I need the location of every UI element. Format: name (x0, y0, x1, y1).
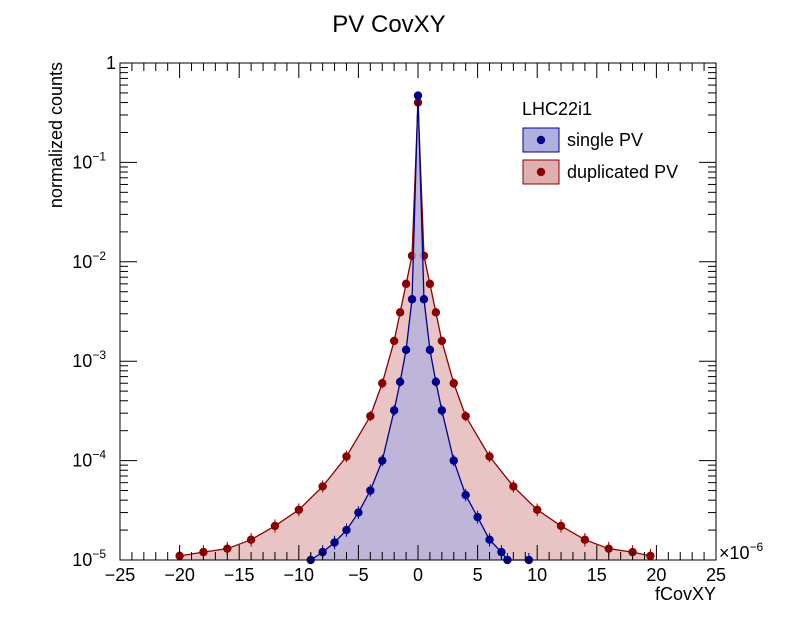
x-axis-multiplier: ×10−6 (719, 540, 764, 563)
x-tick-label: −5 (348, 565, 369, 585)
data-point (485, 452, 494, 461)
data-point (395, 308, 405, 317)
x-tick-label: 20 (646, 565, 666, 585)
y-axis-label: normalized counts (46, 62, 66, 208)
data-point (342, 452, 351, 461)
data-point (407, 295, 417, 304)
data-point (425, 279, 435, 289)
data-point (419, 295, 429, 304)
x-tick-label: 25 (706, 565, 726, 585)
data-point (342, 525, 351, 535)
x-axis-label: fCovXY (655, 584, 716, 604)
data-point (330, 538, 339, 547)
data-point (431, 308, 441, 317)
x-tick-label: −10 (284, 565, 315, 585)
data-point (437, 336, 447, 346)
legend-swatch (522, 127, 560, 153)
data-point (449, 379, 458, 388)
y-axis: 1 10−1 10−2 10−3 10−4 10−5 (72, 53, 716, 570)
legend-entry: duplicated PV (522, 159, 678, 185)
data-point (223, 544, 232, 553)
y-tick-label: 10−1 (72, 149, 106, 172)
data-point (509, 482, 518, 491)
data-point (604, 544, 613, 553)
data-point (354, 508, 363, 517)
data-point (461, 490, 470, 500)
x-tick-label: 5 (473, 565, 483, 585)
x-tick-label: −15 (224, 565, 255, 585)
x-tick-label: −20 (164, 565, 195, 585)
x-tick-label: 10 (527, 565, 547, 585)
data-point (395, 377, 405, 387)
chart-title: PV CovXY (332, 11, 445, 38)
y-tick-label: 10−3 (72, 348, 106, 371)
series-fill (310, 95, 529, 560)
data-point (461, 411, 470, 421)
data-point (270, 521, 280, 531)
legend-marker (536, 135, 546, 145)
data-point (473, 512, 482, 522)
data-point (485, 535, 494, 544)
y-tick-label: 10−2 (72, 249, 106, 272)
data-point (366, 486, 375, 495)
data-point (401, 279, 411, 289)
data-point (389, 406, 399, 415)
legend-entry: single PV (522, 127, 643, 153)
data-point (431, 377, 441, 387)
data-point (425, 345, 435, 355)
legend: LHC22i1 single PV duplicated PV (522, 99, 678, 185)
data-point (246, 535, 256, 544)
data-point (580, 535, 590, 544)
legend-label: duplicated PV (567, 162, 678, 182)
data-point (378, 456, 387, 465)
data-point (437, 406, 447, 415)
legend-marker (536, 167, 546, 177)
y-tick-label: 10−4 (72, 448, 106, 471)
legend-header: LHC22i1 (522, 99, 592, 119)
data-point (401, 345, 411, 355)
series-single-pv (306, 91, 534, 565)
data-point (646, 551, 655, 561)
data-point (294, 505, 303, 514)
x-tick-label: −25 (105, 565, 136, 585)
x-tick-label: 15 (587, 565, 607, 585)
legend-entries: single PV duplicated PV (522, 127, 678, 185)
y-tick-label: 1 (106, 53, 116, 73)
data-point (533, 505, 542, 514)
data-point (556, 521, 566, 531)
legend-label: single PV (567, 130, 643, 150)
y-tick-label: 10−5 (72, 547, 106, 570)
data-point (449, 456, 458, 465)
data-point (413, 91, 423, 100)
data-point (389, 336, 399, 346)
data-point (378, 379, 387, 388)
x-tick-label: 0 (413, 565, 423, 585)
x-axis: −25 −20 −15 −10 −5 0 5 10 15 20 25 (105, 63, 726, 585)
data-point (366, 411, 375, 421)
data-point (318, 482, 327, 491)
